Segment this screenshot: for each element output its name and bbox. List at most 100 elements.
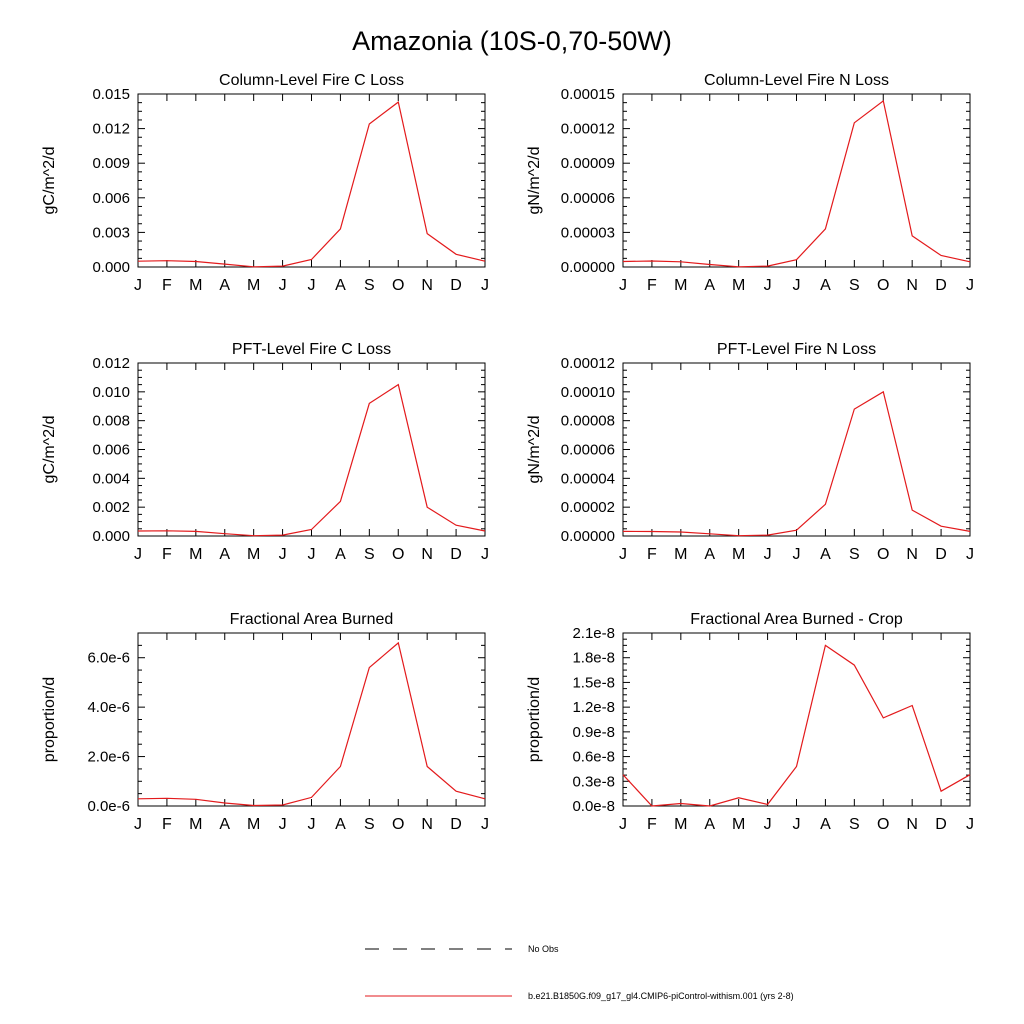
x-tick-label: D: [450, 546, 462, 563]
chart-title: Column-Level Fire N Loss: [704, 72, 889, 89]
x-tick-label: J: [481, 816, 489, 833]
y-tick-label: 0.00012: [561, 355, 615, 372]
x-tick-label: J: [279, 546, 287, 563]
legend: No Obs b.e21.B1850G.f09_g17_gl4.CMIP6-pi…: [365, 944, 794, 1001]
x-tick-label: O: [392, 277, 404, 294]
y-axis-label: gN/m^2/d: [526, 147, 543, 215]
x-tick-label: S: [849, 546, 860, 563]
x-tick-label: N: [421, 277, 433, 294]
x-tick-label: J: [619, 816, 627, 833]
y-tick-label: 0.006: [92, 190, 130, 207]
y-axis-label: proportion/d: [41, 677, 58, 762]
x-tick-label: O: [877, 816, 889, 833]
x-tick-label: D: [935, 546, 947, 563]
x-tick-label: A: [335, 546, 346, 563]
y-tick-label: 0.008: [92, 413, 130, 430]
chart-title: PFT-Level Fire C Loss: [232, 341, 391, 358]
y-tick-label: 0.003: [92, 224, 130, 241]
x-tick-label: A: [704, 816, 715, 833]
x-tick-label: J: [793, 546, 801, 563]
x-tick-label: J: [966, 277, 974, 294]
y-tick-label: 0.00015: [561, 86, 615, 103]
chart-title: Column-Level Fire C Loss: [219, 72, 404, 89]
plot-frame: [137, 632, 486, 807]
x-tick-label: M: [674, 816, 687, 833]
x-tick-label: F: [647, 277, 657, 294]
x-tick-label: D: [935, 816, 947, 833]
series-line: [622, 390, 971, 537]
series-line: [622, 99, 971, 268]
x-tick-label: J: [308, 277, 316, 294]
x-tick-label: J: [793, 277, 801, 294]
y-tick-label: 0.002: [92, 499, 130, 516]
y-tick-label: 0.000: [92, 259, 130, 276]
x-tick-label: J: [481, 277, 489, 294]
x-tick-label: A: [335, 277, 346, 294]
x-tick-label: N: [421, 546, 433, 563]
series-line: [137, 641, 486, 807]
x-tick-label: J: [134, 816, 142, 833]
x-tick-label: O: [392, 546, 404, 563]
y-tick-label: 0.00002: [561, 499, 615, 516]
panels: Column-Level Fire C Loss gC/m^2/d 0.000 0.0…: [41, 72, 974, 833]
x-tick-label: S: [849, 277, 860, 294]
x-tick-label: M: [247, 546, 260, 563]
plot-frame: [137, 93, 486, 268]
x-tick-label: A: [219, 546, 230, 563]
x-tick-label: F: [162, 816, 172, 833]
x-tick-label: M: [247, 277, 260, 294]
x-tick-label: N: [421, 816, 433, 833]
x-tick-label: J: [764, 277, 772, 294]
x-tick-label: A: [219, 816, 230, 833]
y-tick-label: 0.6e-8: [572, 749, 615, 766]
y-tick-label: 0.004: [92, 470, 130, 487]
chart-panel-6: Fractional Area Burned - Crop proportion/…: [526, 611, 974, 833]
x-tick-label: J: [619, 277, 627, 294]
x-tick-label: F: [162, 546, 172, 563]
x-tick-label: J: [481, 546, 489, 563]
y-axis-label: proportion/d: [526, 677, 543, 762]
x-tick-label: J: [793, 816, 801, 833]
x-tick-label: S: [364, 546, 375, 563]
x-tick-label: M: [247, 816, 260, 833]
x-tick-label: A: [704, 277, 715, 294]
x-tick-label: A: [704, 546, 715, 563]
x-tick-label: J: [134, 277, 142, 294]
x-tick-label: D: [450, 277, 462, 294]
x-tick-label: A: [219, 277, 230, 294]
chart-title: Fractional Area Burned: [230, 611, 394, 628]
x-tick-label: F: [647, 546, 657, 563]
chart-title: PFT-Level Fire N Loss: [717, 341, 876, 358]
x-tick-label: M: [674, 277, 687, 294]
y-tick-label: 0.3e-8: [572, 773, 615, 790]
x-tick-label: J: [308, 816, 316, 833]
y-tick-label: 0.010: [92, 384, 130, 401]
y-tick-label: 0.012: [92, 355, 130, 372]
x-tick-label: F: [162, 277, 172, 294]
figure-title: Amazonia (10S-0,70-50W): [352, 26, 672, 56]
y-tick-label: 0.0e-6: [87, 798, 130, 815]
y-tick-label: 0.00004: [561, 470, 615, 487]
x-tick-label: N: [906, 546, 918, 563]
series-line: [137, 383, 486, 537]
y-tick-label: 6.0e-6: [87, 650, 130, 667]
chart-panel-3: PFT-Level Fire C Loss gC/m^2/d 0.000 0.002 0…: [41, 341, 489, 563]
y-tick-label: 1.2e-8: [572, 699, 615, 716]
x-tick-label: M: [732, 277, 745, 294]
x-tick-label: M: [732, 546, 745, 563]
y-axis-label: gC/m^2/d: [41, 416, 58, 484]
chart-panel-2: Column-Level Fire N Loss gN/m^2/d 0.00000 0…: [526, 72, 974, 294]
y-tick-label: 1.5e-8: [572, 674, 615, 691]
x-tick-label: J: [619, 546, 627, 563]
y-tick-label: 0.00006: [561, 442, 615, 459]
x-tick-label: O: [877, 546, 889, 563]
x-tick-label: J: [279, 277, 287, 294]
legend-obs-label: No Obs: [528, 944, 559, 954]
x-tick-label: M: [189, 546, 202, 563]
y-tick-label: 1.8e-8: [572, 650, 615, 667]
x-tick-label: D: [935, 277, 947, 294]
y-tick-label: 0.00000: [561, 259, 615, 276]
y-tick-label: 0.00010: [561, 384, 615, 401]
legend-model-label: b.e21.B1850G.f09_g17_gl4.CMIP6-piControl…: [528, 991, 794, 1001]
plot-frame: [622, 362, 971, 537]
